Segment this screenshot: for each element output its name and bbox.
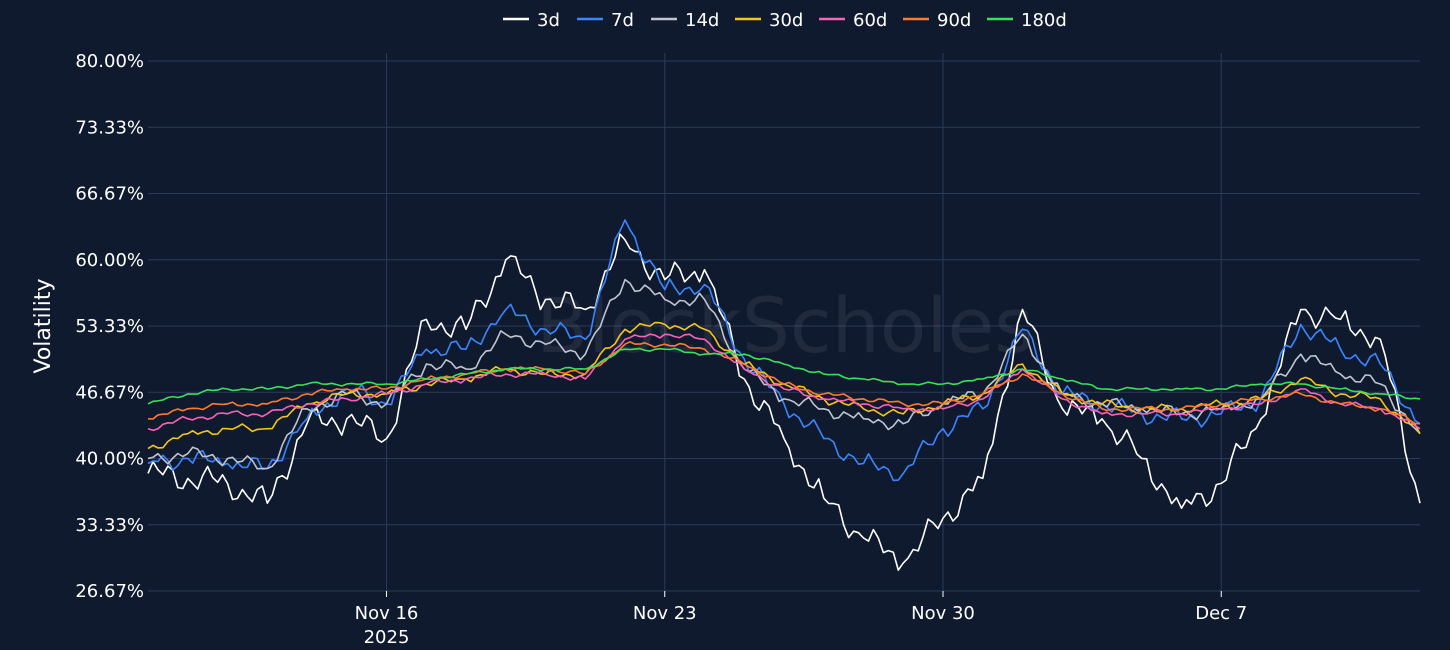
watermark-text: BlockScholes [536, 281, 1034, 370]
x-tick-label: Dec 7 [1195, 603, 1247, 624]
y-axis-label: Volatility [31, 278, 56, 373]
y-tick-label: 60.00% [75, 250, 144, 271]
series-line-7d [147, 219, 1421, 482]
legend-label-3d: 3d [537, 10, 560, 31]
grid-layer [148, 53, 1420, 592]
x-tick-label: Nov 23 [633, 603, 697, 624]
x-tick-sublabel: 2025 [364, 627, 410, 648]
x-tick-label: Nov 16 [355, 603, 419, 624]
legend-label-7d: 7d [611, 10, 634, 31]
y-tick-label: 53.33% [75, 316, 144, 337]
series-line-90d [147, 341, 1421, 425]
y-tick-label: 46.67% [75, 382, 144, 403]
legend-label-60d: 60d [853, 10, 887, 31]
legend-label-14d: 14d [685, 10, 719, 31]
legend-label-30d: 30d [769, 10, 803, 31]
y-tick-label: 40.00% [75, 449, 144, 470]
y-axis: 80.00% 73.33% 66.67% 60.00% 53.33% 46.67% 40.0… [75, 51, 144, 602]
series-line-3d [147, 233, 1421, 571]
series-line-180d [147, 347, 1421, 405]
y-tick-label: 73.33% [75, 117, 144, 138]
series-line-60d [147, 333, 1421, 432]
x-tick-label: Nov 30 [911, 603, 975, 624]
legend-label-180d: 180d [1021, 10, 1067, 31]
y-tick-label: 66.67% [75, 184, 144, 205]
series-layer [147, 219, 1421, 571]
legend-label-90d: 90d [937, 10, 971, 31]
y-tick-label: 26.67% [75, 581, 144, 602]
legend: 3d 7d 14d 30d 60d 90d 180d [503, 10, 1067, 31]
y-tick-label: 33.33% [75, 515, 144, 536]
y-tick-label: 80.00% [75, 51, 144, 72]
x-axis: Nov 16 2025 Nov 23 Nov 30 Dec 7 [355, 591, 1247, 648]
